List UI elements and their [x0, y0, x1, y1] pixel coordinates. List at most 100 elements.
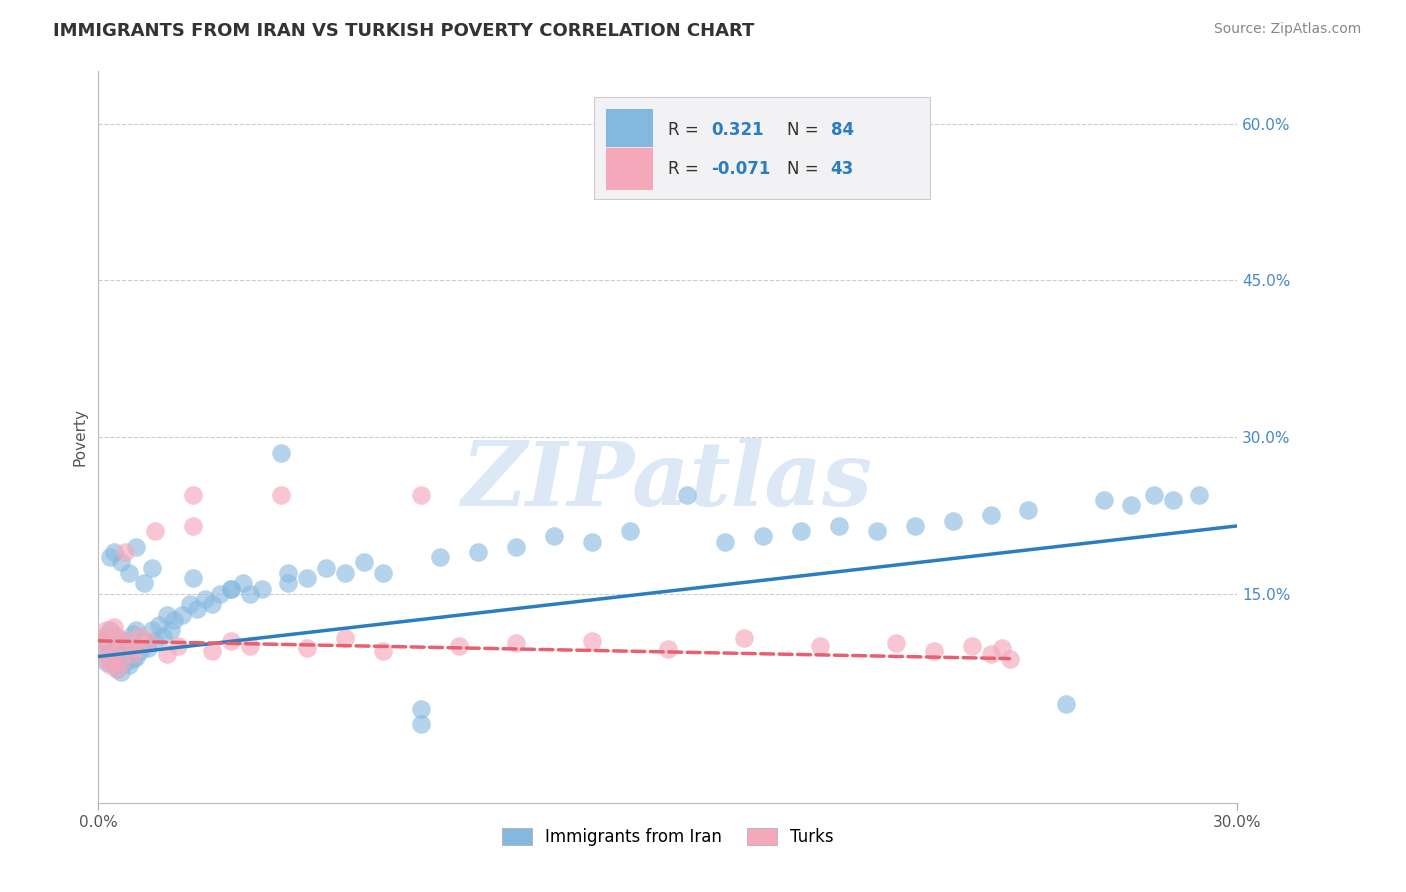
Point	[107, 662, 129, 676]
Point	[110, 644, 132, 658]
Point	[159, 624, 181, 638]
Point	[110, 556, 132, 570]
Point	[979, 648, 1001, 662]
Point	[114, 545, 136, 559]
Point	[467, 545, 489, 559]
Point	[98, 657, 121, 672]
Point	[371, 644, 394, 658]
Point	[1094, 492, 1116, 507]
Point	[183, 487, 205, 501]
Point	[543, 529, 565, 543]
Point	[1161, 492, 1184, 507]
Point	[136, 633, 159, 648]
Point	[201, 597, 224, 611]
Point	[194, 592, 217, 607]
Point	[221, 633, 243, 648]
Point	[121, 648, 143, 662]
Point	[156, 648, 179, 662]
Point	[103, 657, 125, 672]
Point	[411, 487, 433, 501]
Point	[163, 613, 186, 627]
Point	[132, 633, 155, 648]
Point	[270, 487, 292, 501]
Point	[1143, 487, 1166, 501]
Point	[353, 556, 375, 570]
Point	[991, 641, 1014, 656]
Text: 84: 84	[831, 121, 853, 139]
Point	[107, 648, 129, 662]
Text: Source: ZipAtlas.com: Source: ZipAtlas.com	[1213, 22, 1361, 37]
Point	[125, 540, 148, 554]
Point	[141, 624, 163, 638]
Point	[107, 629, 129, 643]
Point	[411, 702, 433, 716]
Text: N =: N =	[787, 121, 824, 139]
Point	[429, 550, 451, 565]
Point	[103, 620, 125, 634]
Point	[277, 566, 299, 580]
Point	[98, 624, 121, 638]
Point	[411, 717, 433, 731]
FancyBboxPatch shape	[605, 108, 652, 152]
Point	[167, 639, 190, 653]
Point	[1188, 487, 1211, 501]
Point	[277, 576, 299, 591]
Y-axis label: Poverty: Poverty	[72, 408, 87, 467]
Point	[121, 626, 143, 640]
Point	[581, 633, 603, 648]
Text: -0.071: -0.071	[711, 160, 770, 178]
Point	[884, 636, 907, 650]
Point	[979, 508, 1001, 523]
Point	[98, 633, 121, 648]
Point	[136, 641, 159, 656]
Point	[239, 587, 262, 601]
Text: IMMIGRANTS FROM IRAN VS TURKISH POVERTY CORRELATION CHART: IMMIGRANTS FROM IRAN VS TURKISH POVERTY …	[53, 22, 755, 40]
Point	[114, 633, 136, 648]
Text: N =: N =	[787, 160, 824, 178]
Point	[676, 487, 699, 501]
Point	[98, 644, 121, 658]
Point	[156, 607, 179, 622]
Point	[505, 540, 527, 554]
Point	[94, 624, 117, 638]
Point	[297, 571, 319, 585]
Point	[714, 534, 737, 549]
Point	[828, 519, 851, 533]
Point	[110, 655, 132, 669]
Point	[110, 665, 132, 680]
Point	[141, 560, 163, 574]
Point	[733, 631, 755, 645]
Point	[208, 587, 231, 601]
Point	[110, 639, 132, 653]
Point	[152, 629, 174, 643]
Point	[91, 644, 114, 658]
Point	[335, 631, 357, 645]
Point	[335, 566, 357, 580]
Point	[103, 648, 125, 662]
Point	[619, 524, 641, 538]
Point	[676, 174, 699, 188]
Point	[94, 651, 117, 665]
Point	[145, 524, 167, 538]
Point	[449, 639, 471, 653]
Point	[1056, 697, 1078, 711]
Point	[125, 649, 148, 664]
Point	[250, 582, 273, 596]
Point	[1018, 503, 1040, 517]
Point	[148, 618, 170, 632]
Point	[114, 655, 136, 669]
Point	[118, 633, 141, 648]
Point	[297, 641, 319, 656]
Text: R =: R =	[668, 121, 704, 139]
Point	[94, 629, 117, 643]
Text: 43: 43	[831, 160, 853, 178]
Point	[145, 633, 167, 648]
Point	[315, 560, 337, 574]
Point	[221, 582, 243, 596]
Point	[98, 651, 121, 665]
Point	[118, 566, 141, 580]
Point	[657, 642, 679, 657]
Point	[270, 446, 292, 460]
Point	[942, 514, 965, 528]
Point	[91, 631, 114, 645]
